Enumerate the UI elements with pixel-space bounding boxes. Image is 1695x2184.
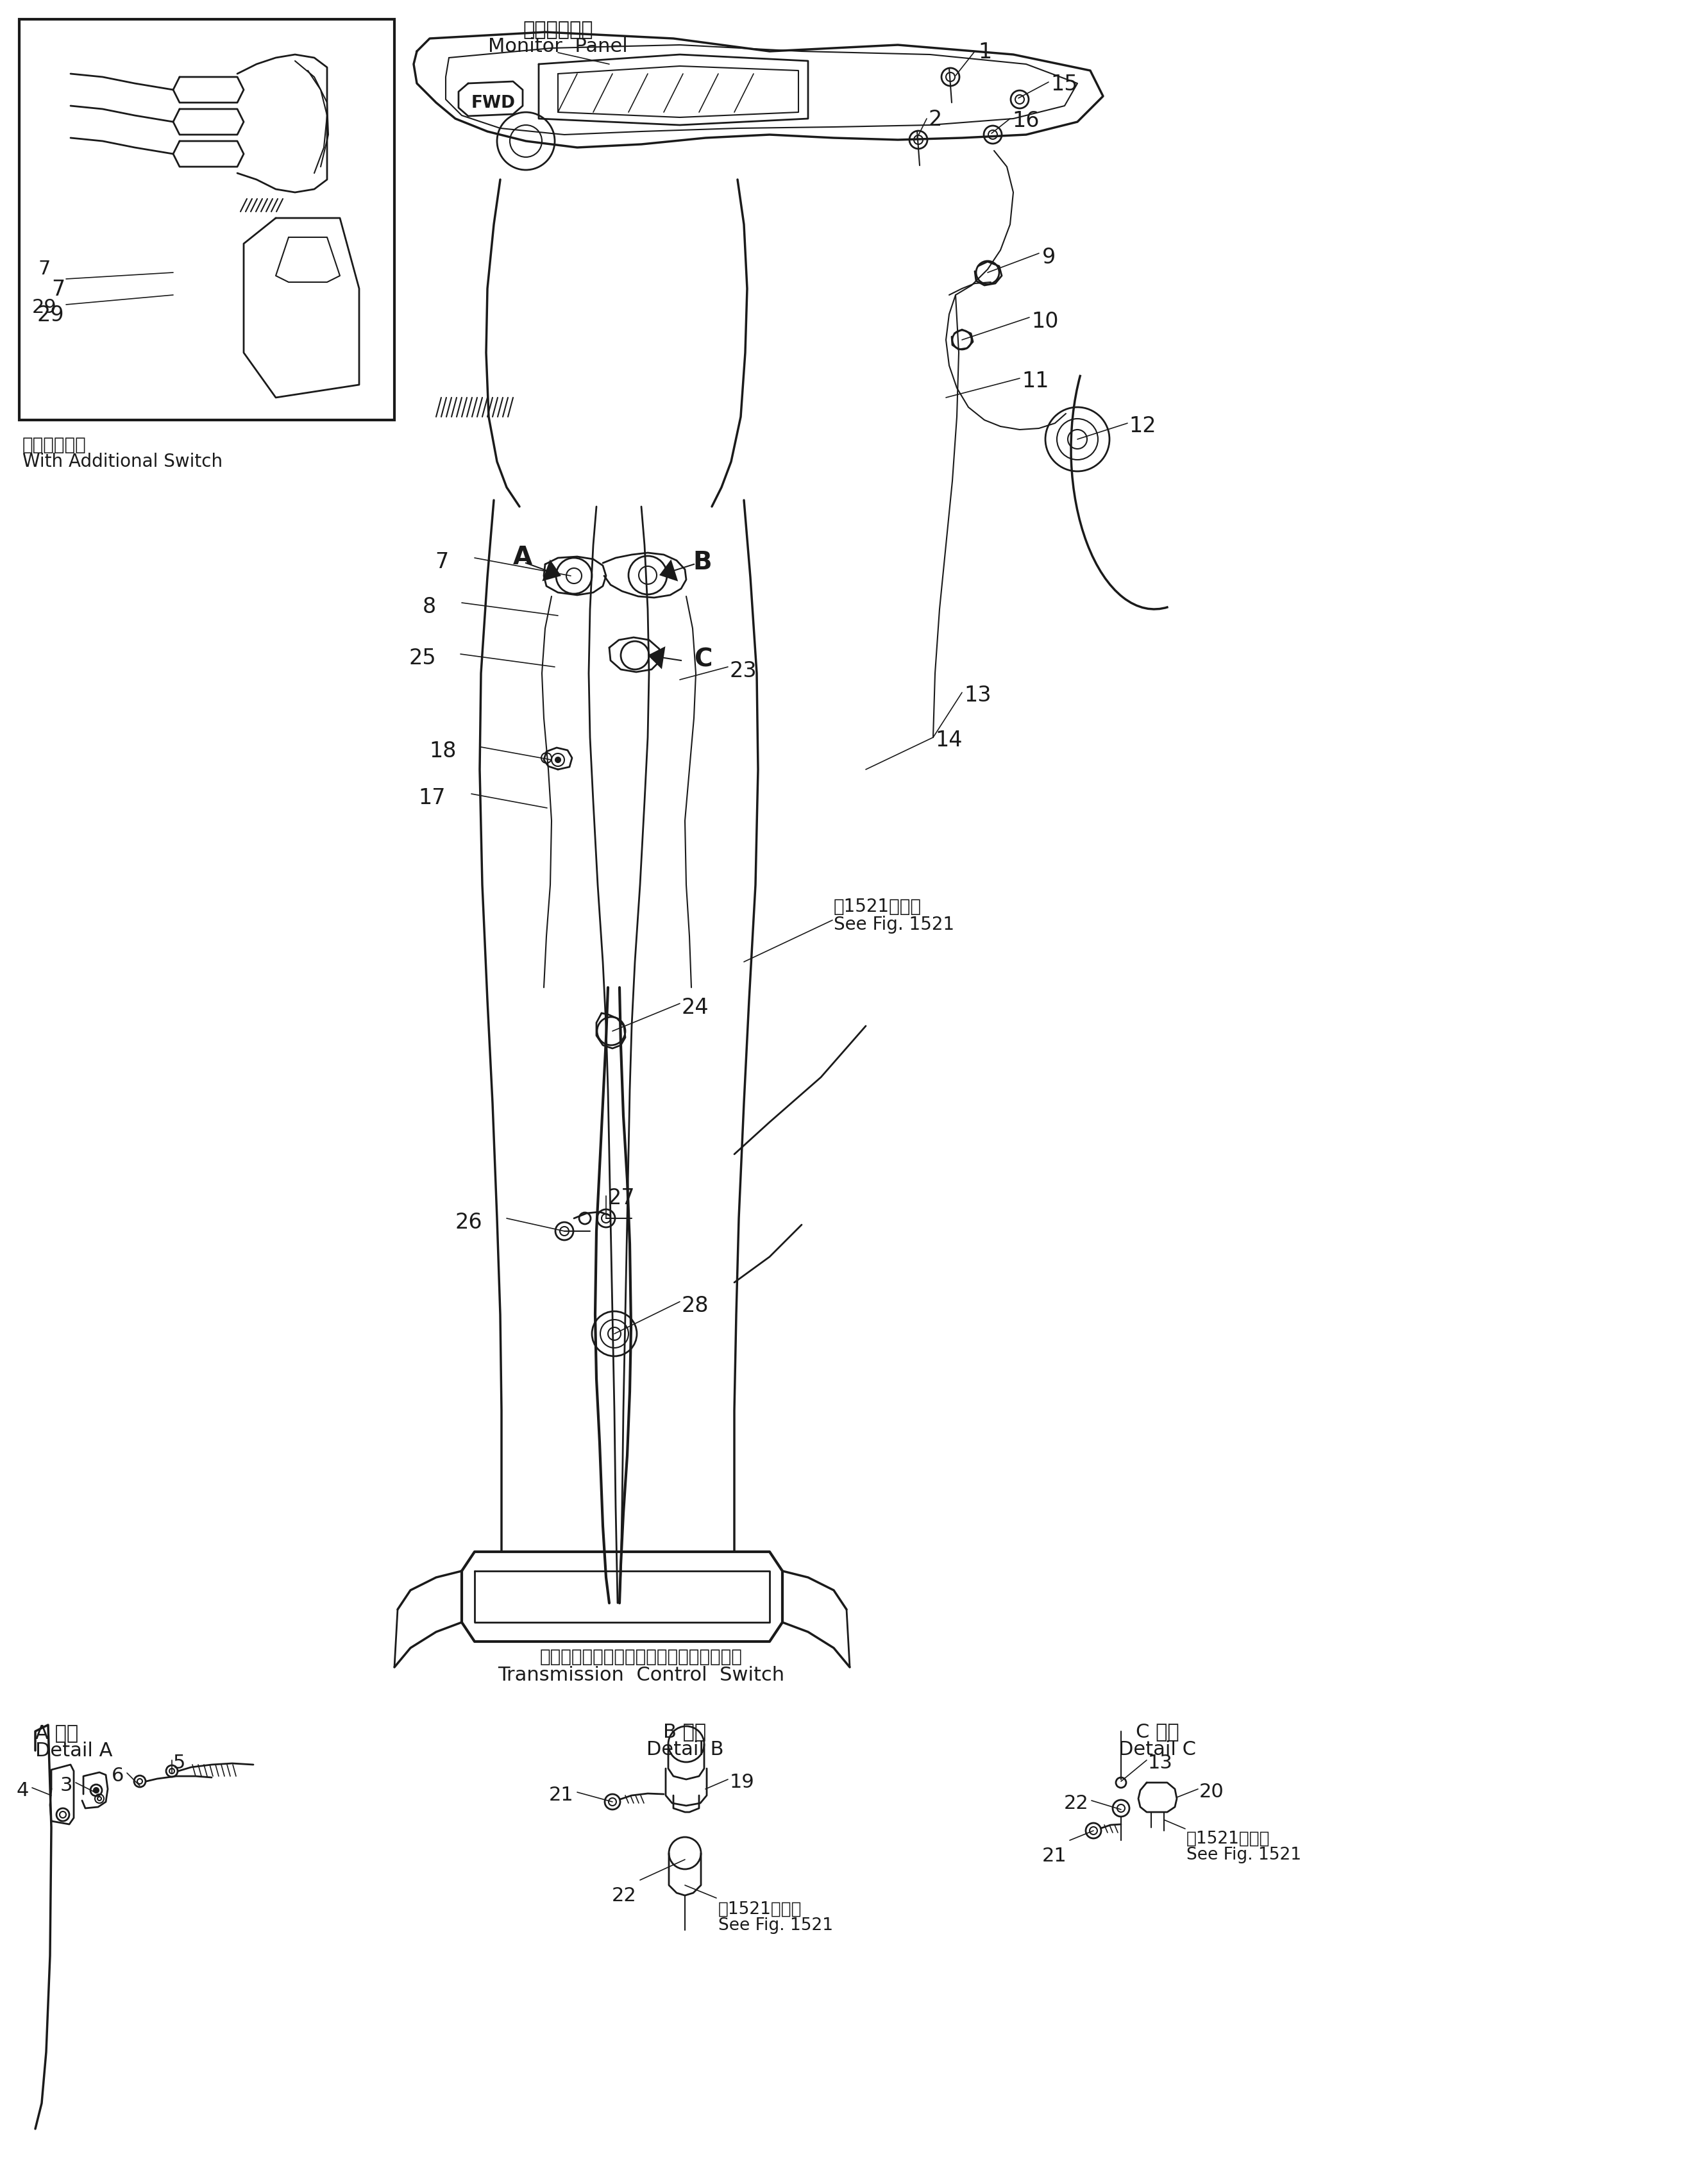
Text: 11: 11 <box>1022 371 1049 391</box>
Text: 第1521図参照: 第1521図参照 <box>719 1902 802 1918</box>
Text: 17: 17 <box>419 788 446 808</box>
Text: 24: 24 <box>681 998 709 1018</box>
Text: 25: 25 <box>408 649 436 668</box>
Text: 14: 14 <box>936 729 963 751</box>
Text: 1: 1 <box>978 41 992 63</box>
Text: 29: 29 <box>37 304 64 325</box>
Text: FWD: FWD <box>471 94 515 111</box>
Circle shape <box>556 758 561 762</box>
Text: 4: 4 <box>17 1782 29 1800</box>
Text: 2: 2 <box>929 109 942 131</box>
Text: A: A <box>514 546 532 570</box>
Text: 21: 21 <box>549 1787 575 1804</box>
Text: B 詳細: B 詳細 <box>663 1723 707 1741</box>
Text: 12: 12 <box>1129 415 1156 437</box>
Text: 18: 18 <box>429 740 456 762</box>
Text: Transmission  Control  Switch: Transmission Control Switch <box>498 1666 785 1684</box>
Text: 23: 23 <box>731 660 758 681</box>
Text: 22: 22 <box>1064 1793 1088 1813</box>
Text: 21: 21 <box>1042 1848 1068 1865</box>
Text: C: C <box>693 649 712 673</box>
Text: With Additional Switch: With Additional Switch <box>22 452 222 472</box>
Text: 29: 29 <box>32 299 58 317</box>
Text: 20: 20 <box>1200 1782 1224 1802</box>
Text: 13: 13 <box>964 686 992 705</box>
Text: A 詳細: A 詳細 <box>36 1723 78 1743</box>
Polygon shape <box>647 646 666 668</box>
Text: See Fig. 1521: See Fig. 1521 <box>834 915 954 933</box>
Text: トランスミッションコントロールスイッチ: トランスミッションコントロールスイッチ <box>541 1649 742 1666</box>
Text: 22: 22 <box>612 1887 637 1904</box>
Text: B: B <box>693 550 712 574</box>
Text: 13: 13 <box>1148 1754 1173 1773</box>
Text: 7: 7 <box>436 550 449 572</box>
Text: 15: 15 <box>1051 74 1078 94</box>
Text: 5: 5 <box>173 1754 185 1773</box>
Text: 10: 10 <box>1031 310 1058 332</box>
Text: Detail C: Detail C <box>1119 1741 1197 1758</box>
Text: Detail B: Detail B <box>646 1741 724 1758</box>
Text: 第1521図参照: 第1521図参照 <box>834 898 922 915</box>
Text: 7: 7 <box>53 280 66 299</box>
Circle shape <box>93 1789 98 1793</box>
Polygon shape <box>659 559 678 581</box>
Text: 28: 28 <box>681 1295 709 1317</box>
Text: Monitor  Panel: Monitor Panel <box>488 37 627 57</box>
Text: 7: 7 <box>39 260 51 277</box>
Text: 16: 16 <box>1012 109 1039 131</box>
Polygon shape <box>542 559 561 581</box>
Text: 増設スイッチ: 増設スイッチ <box>22 437 86 454</box>
Text: C 詳細: C 詳細 <box>1136 1723 1180 1741</box>
Text: 27: 27 <box>609 1188 636 1208</box>
Text: 26: 26 <box>454 1212 483 1234</box>
Text: See Fig. 1521: See Fig. 1521 <box>719 1918 832 1933</box>
Text: 9: 9 <box>1042 247 1056 269</box>
Text: 6: 6 <box>112 1767 124 1784</box>
Text: 8: 8 <box>422 596 436 618</box>
Text: モニタパネル: モニタパネル <box>522 20 593 39</box>
Text: See Fig. 1521: See Fig. 1521 <box>1186 1848 1302 1863</box>
Text: 第1521図参照: 第1521図参照 <box>1186 1830 1270 1848</box>
Text: 19: 19 <box>731 1773 754 1791</box>
Bar <box>19 20 395 419</box>
Text: Detail A: Detail A <box>36 1741 112 1760</box>
Text: 3: 3 <box>59 1776 73 1795</box>
